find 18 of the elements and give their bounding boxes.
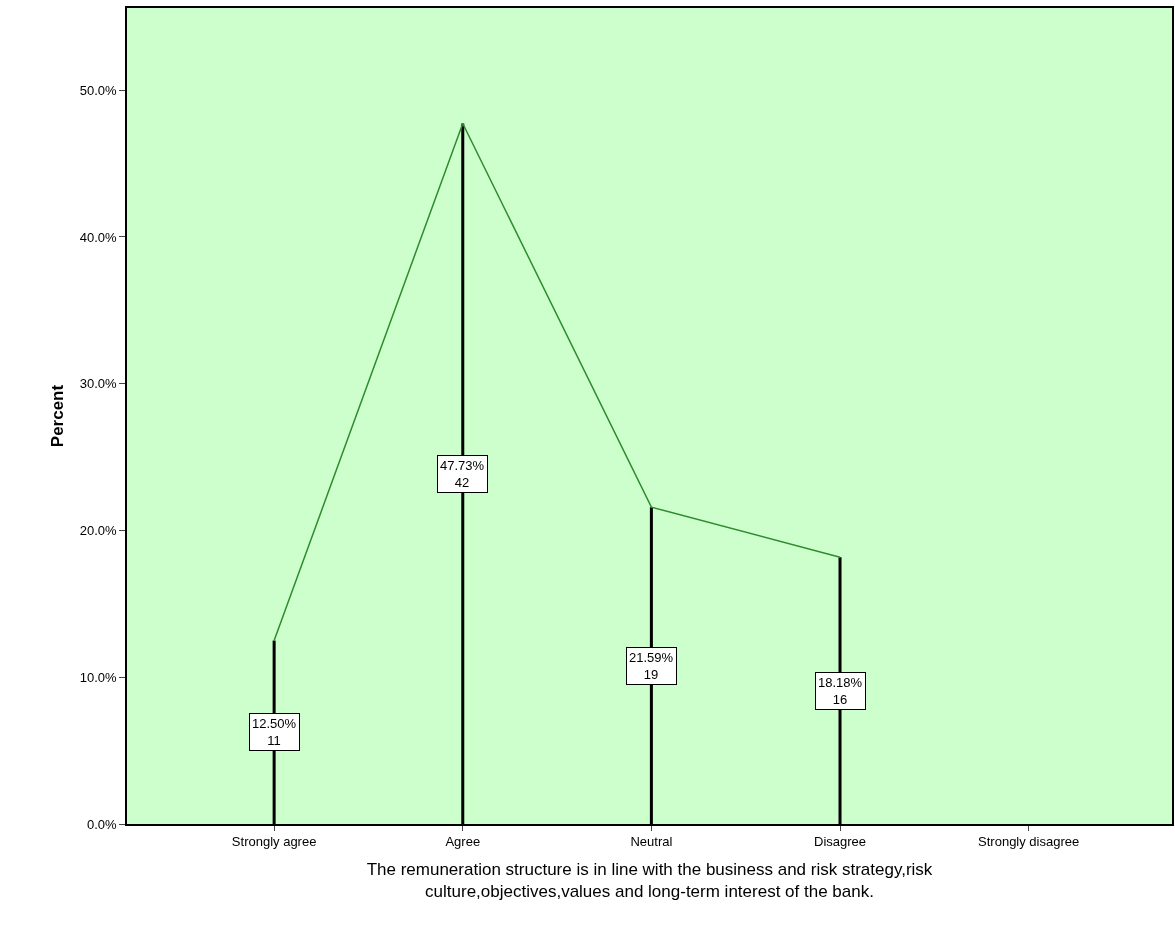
- y-tick-label: 10.0%: [79, 669, 118, 685]
- x-tick-label: Disagree: [813, 834, 867, 850]
- x-tick-label: Neutral: [630, 834, 673, 850]
- x-tick-label: Strongly agree: [231, 834, 317, 850]
- data-label: 12.50% 11: [252, 716, 297, 748]
- y-tick-label: 40.0%: [79, 229, 118, 245]
- data-label: 18.18% 16: [818, 675, 863, 707]
- x-tick-label: Strongly disagree: [978, 834, 1080, 850]
- line-series: [273, 122, 841, 642]
- y-tick-label: 0.0%: [87, 816, 118, 832]
- x-tick-label: Agree: [445, 834, 481, 850]
- data-label: 21.59% 19: [629, 650, 674, 682]
- x-axis-title: The remuneration structure is in line with the business and risk strategy,risk culture,objectives,values and long-term interest of the bank.: [366, 860, 933, 902]
- data-label: 47.73% 42: [440, 458, 485, 490]
- y-axis-title: Percent: [47, 384, 67, 448]
- y-tick-label: 30.0%: [79, 376, 118, 392]
- y-tick-label: 20.0%: [79, 523, 118, 539]
- y-tick-label: 50.0%: [79, 82, 118, 98]
